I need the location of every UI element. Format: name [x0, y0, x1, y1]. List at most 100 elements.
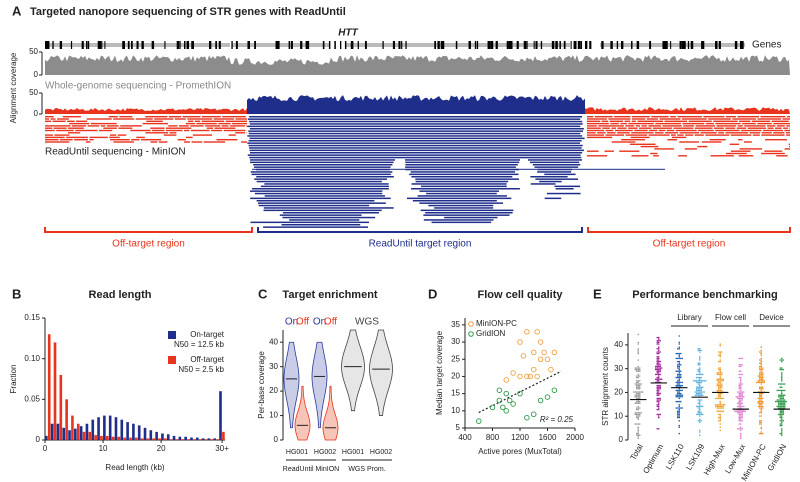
swarm-dot — [698, 364, 701, 366]
swarm-dot — [635, 383, 638, 385]
swarm-dot — [678, 368, 681, 371]
target-read — [249, 116, 583, 118]
off-target-read — [45, 129, 55, 132]
target-read — [250, 159, 395, 161]
panel-letter: D — [428, 286, 437, 301]
y-tick-label: 30 — [451, 337, 460, 346]
swarm-dot — [638, 394, 641, 397]
swarm-dot — [678, 383, 681, 385]
swarm-dot — [760, 392, 763, 395]
swarm-dot — [698, 378, 701, 381]
gene-exon — [306, 41, 310, 49]
swarm-dot — [719, 410, 722, 413]
swarm-dot — [736, 428, 739, 430]
swarm-dot — [780, 386, 783, 389]
off-target-read — [666, 129, 675, 132]
swarm-dot — [656, 372, 659, 374]
histogram-bar — [187, 439, 190, 440]
y-tick-label: 15 — [451, 389, 460, 398]
swarm-dot — [681, 357, 684, 360]
swarm-dot — [698, 362, 701, 365]
off-target-read — [53, 127, 67, 129]
swarm-dot — [719, 360, 722, 363]
off-target-read — [715, 122, 741, 125]
swarm-dot — [741, 399, 744, 401]
target-read — [247, 142, 581, 144]
off-target-read — [631, 132, 654, 134]
swarm-dot — [657, 386, 660, 389]
off-target-read — [206, 127, 214, 129]
swarm-dot — [716, 378, 719, 381]
swarm-dot — [760, 375, 763, 377]
swarm-dot — [758, 432, 761, 435]
swarm-dot — [776, 399, 779, 401]
swarm-dot — [758, 420, 761, 422]
off-target-read — [738, 139, 743, 141]
off-target-read — [103, 127, 117, 129]
swarm-dot — [741, 420, 744, 422]
swarm-dot — [739, 397, 742, 400]
target-read — [420, 209, 514, 212]
gene-exon — [340, 41, 342, 49]
swarm-dot — [659, 367, 662, 369]
off-target-coverage — [585, 107, 790, 114]
off-target-read — [716, 125, 737, 127]
swarm-dot — [739, 416, 742, 419]
off-target-read — [99, 129, 113, 132]
gene-exon — [621, 41, 624, 49]
off-target-read — [649, 129, 658, 132]
swarm-dot — [657, 341, 660, 344]
swarm-dot — [760, 364, 763, 366]
gene-exon — [87, 41, 90, 49]
swarm-dot — [656, 370, 659, 373]
legend-swatch — [168, 356, 176, 364]
scatter-point — [537, 397, 544, 404]
swarm-dot — [700, 386, 703, 389]
swarm-dot — [676, 375, 679, 377]
swarm-dot — [719, 418, 722, 421]
swarm-dot — [676, 381, 679, 384]
off-target-read — [66, 136, 88, 139]
gene-exon — [364, 41, 367, 49]
swarm-dot — [782, 412, 785, 414]
target-read — [554, 185, 581, 188]
swarm-dot — [780, 410, 783, 413]
swarm-dot — [698, 410, 701, 413]
swarm-dot — [638, 370, 641, 373]
off-target-read — [620, 122, 627, 125]
swarm-dot — [739, 388, 742, 390]
off-target-read — [648, 125, 662, 127]
histogram-bar — [164, 438, 167, 440]
swarm-dot — [717, 410, 720, 413]
swarm-dot — [736, 391, 739, 393]
swarm-dot — [758, 378, 761, 381]
swarm-dot — [780, 399, 783, 401]
swarm-dot — [736, 396, 739, 398]
swarm-dot — [698, 376, 701, 379]
swarm-dot — [678, 381, 681, 384]
gene-exon — [631, 41, 633, 49]
swarm-dot — [739, 426, 742, 429]
gene-exon — [540, 41, 543, 49]
off-target-read — [614, 116, 631, 118]
swarm-dot — [697, 389, 700, 392]
swarm-dot — [678, 400, 681, 403]
swarm-dot — [758, 372, 761, 374]
swarm-dot — [656, 378, 659, 381]
gene-exon — [718, 41, 721, 49]
condition-header: WGS — [355, 317, 379, 328]
swarm-dot — [638, 400, 641, 403]
swarm-dot — [719, 354, 722, 357]
swarm-dot — [657, 367, 660, 369]
swarm-dot — [698, 399, 701, 401]
swarm-dot — [697, 348, 700, 350]
swarm-dot — [738, 402, 741, 405]
target-read — [249, 152, 583, 154]
off-target-read — [705, 122, 714, 125]
off-target-read — [730, 150, 751, 152]
swarm-dot — [698, 388, 701, 390]
swarm-dot — [637, 376, 640, 379]
gene-exon — [580, 41, 583, 49]
off-target-read — [150, 127, 165, 129]
off-target-read — [145, 132, 169, 134]
